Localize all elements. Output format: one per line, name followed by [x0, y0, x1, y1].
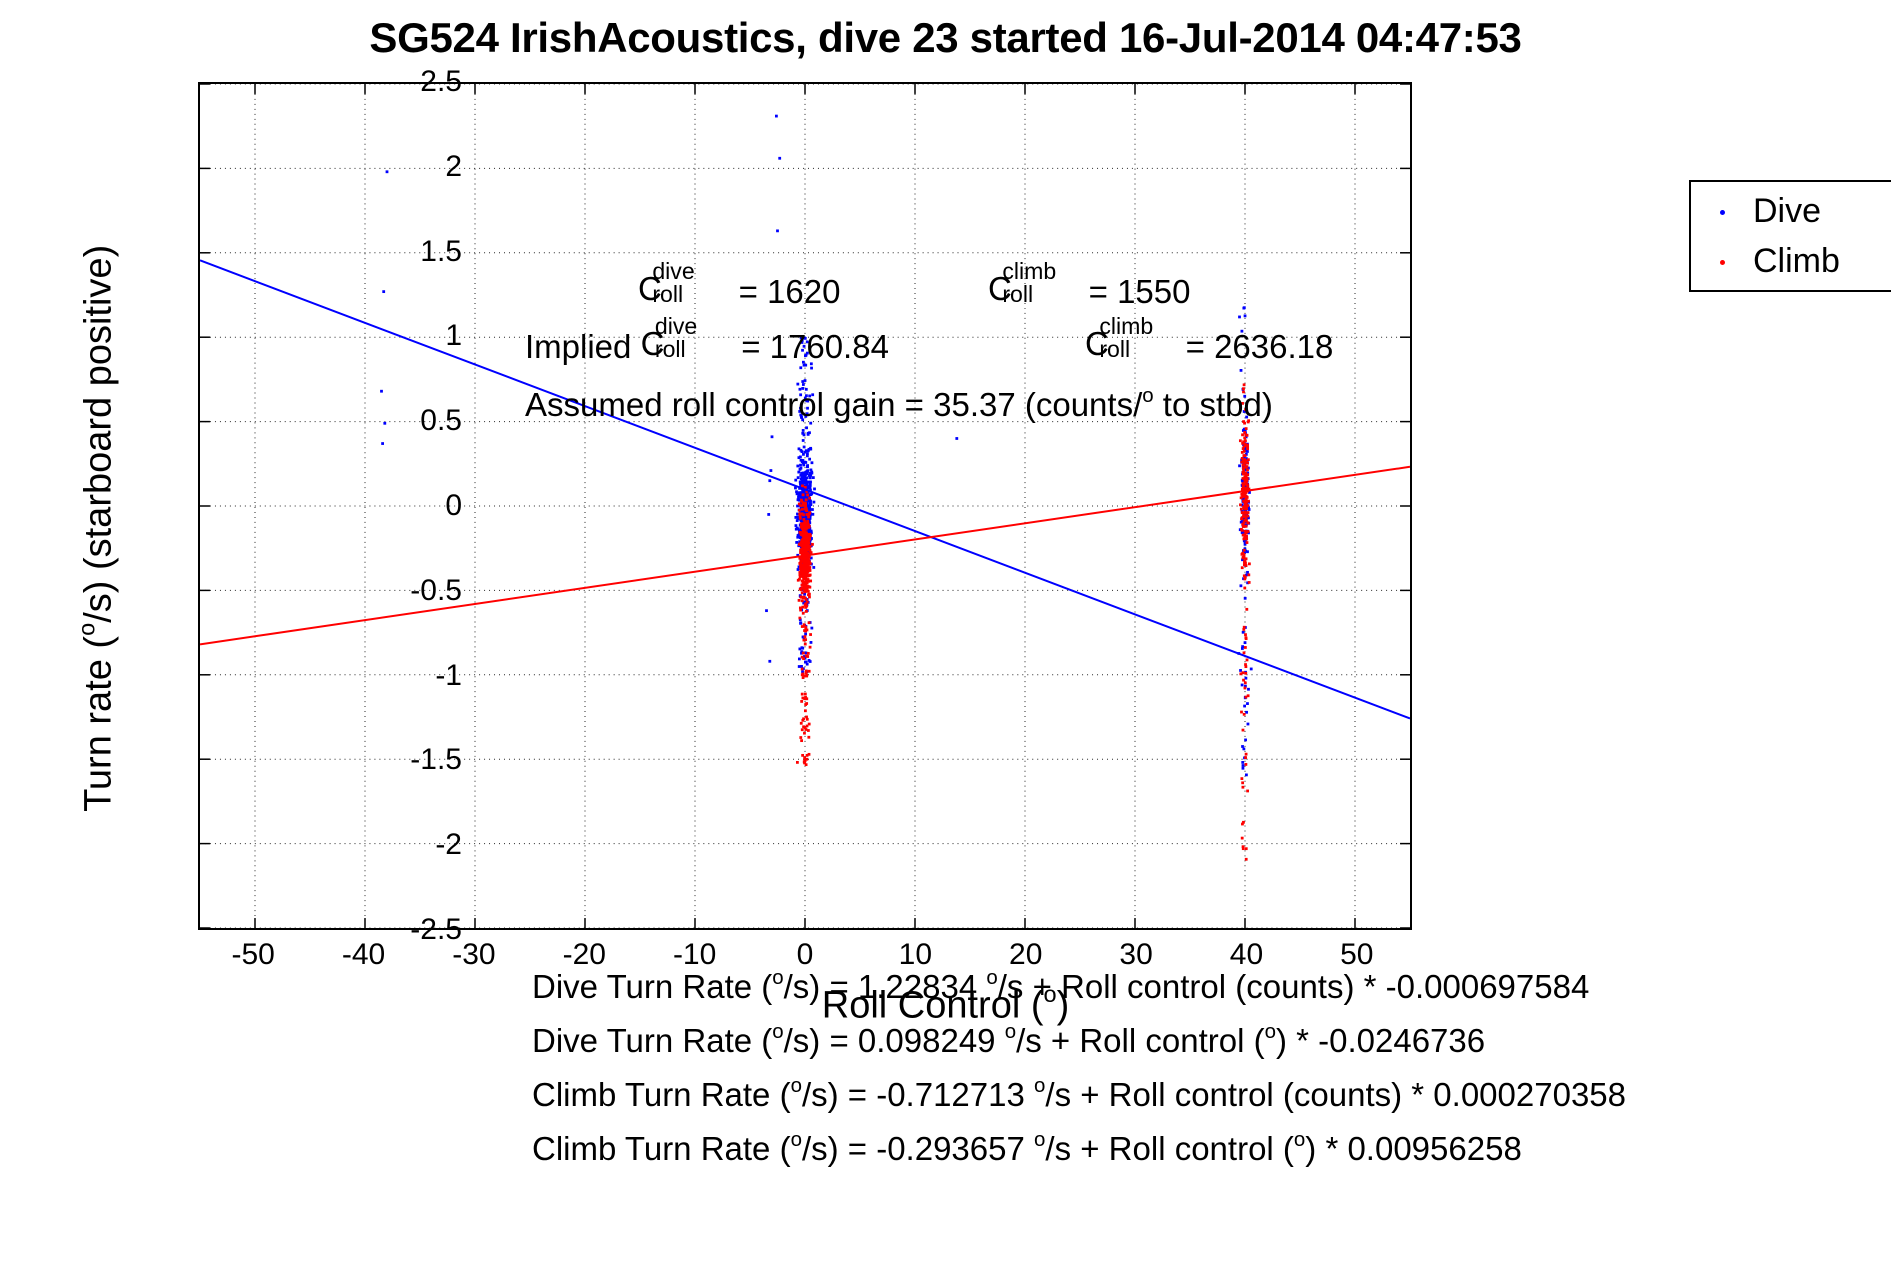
- c-climb-superscript: climb: [1002, 258, 1057, 284]
- eq-post: /s + Roll control (counts) * -0.00069758…: [997, 968, 1590, 1005]
- eq-mid: /s) = 0.098249: [783, 1022, 1005, 1059]
- equation-dive-degrees: Dive Turn Rate (o/s) = 0.098249 o/s + Ro…: [532, 1020, 1486, 1060]
- xlabel-tail: ): [1056, 984, 1070, 1027]
- degree-symbol: o: [73, 622, 100, 636]
- c-dive-superscript: dive: [654, 313, 698, 339]
- c-roll-subscript: roll: [652, 280, 684, 307]
- legend-item-dive: Dive: [1691, 186, 1891, 236]
- implied-prefix: Implied: [525, 328, 641, 365]
- legend-item-climb: Climb: [1691, 236, 1891, 286]
- equation-climb-degrees: Climb Turn Rate (o/s) = -0.293657 o/s + …: [532, 1128, 1522, 1168]
- legend-marker-climb: [1691, 252, 1753, 270]
- annotation-roll-gain: Assumed roll control gain = 35.37 (count…: [525, 384, 1273, 424]
- eq-pre: Climb Turn Rate (: [532, 1130, 791, 1167]
- degree-symbol: o: [772, 966, 784, 990]
- xlabel-text: Roll Control (: [821, 984, 1044, 1027]
- degree-symbol: o: [1034, 1128, 1046, 1152]
- grid-lines: [200, 84, 1410, 928]
- y-tick-label: -2: [435, 828, 462, 862]
- implied-dive-value: = 1760.84: [741, 328, 889, 365]
- eq-pre: Dive Turn Rate (: [532, 1022, 773, 1059]
- degree-symbol: o: [1293, 1128, 1306, 1152]
- equation-dive-counts: Dive Turn Rate (o/s) = 1.22834 o/s + Rol…: [532, 966, 1590, 1006]
- y-tick-label: 2: [445, 149, 462, 183]
- y-axis-label: Turn rate (o/s) (starboard positive): [73, 168, 121, 888]
- x-tick-label: 10: [898, 938, 933, 971]
- eq-tail: ) * -0.0246736: [1275, 1022, 1486, 1059]
- y-tick-label: -2.5: [410, 913, 462, 946]
- gain-text-pre: Assumed roll control gain = 35.37 (count…: [525, 386, 1143, 423]
- degree-symbol: o: [790, 1128, 802, 1152]
- x-tick-label: 20: [1009, 938, 1043, 971]
- c-roll-subscript: roll: [1002, 280, 1034, 307]
- eq-mid: /s) = 1.22834: [783, 968, 987, 1005]
- y-tick-label: 1: [445, 319, 462, 353]
- degree-symbol: o: [1034, 1074, 1046, 1098]
- eq-tail: ) * 0.00956258: [1305, 1130, 1522, 1167]
- eq-post: /s + Roll control (counts) * 0.000270358: [1045, 1076, 1626, 1113]
- y-tick-label: -1.5: [410, 743, 462, 777]
- degree-symbol: o: [1004, 1020, 1017, 1044]
- c-climb-value: = 1550: [1088, 273, 1191, 310]
- eq-pre: Dive Turn Rate (: [532, 968, 773, 1005]
- y-tick-label: 2.5: [420, 65, 462, 98]
- y-tick-label: -0.5: [410, 573, 462, 607]
- page-title: SG524 IrishAcoustics, dive 23 started 16…: [369, 14, 1522, 61]
- c-roll-subscript: roll: [654, 335, 686, 362]
- legend-label-climb: Climb: [1753, 241, 1840, 280]
- y-tick-label: 0: [445, 489, 462, 522]
- x-tick-label: 40: [1229, 938, 1264, 971]
- y-tick-label: 1.5: [420, 234, 462, 268]
- fit-lines: [200, 259, 1410, 720]
- chart-legend: Dive Climb: [1689, 180, 1891, 292]
- c-dive-value: = 1620: [738, 273, 841, 310]
- x-tick-label: -50: [231, 938, 275, 971]
- degree-symbol: o: [790, 1074, 802, 1098]
- ylabel-post: /s) (starboard positive): [77, 244, 120, 623]
- y-tick-label: 0.5: [420, 404, 462, 438]
- c-dive-superscript: dive: [652, 258, 695, 284]
- eq-mid: /s) = -0.293657: [801, 1130, 1035, 1167]
- ylabel-pre: Turn rate (: [77, 635, 120, 812]
- implied-climb-value: = 2636.18: [1185, 328, 1334, 365]
- gain-text-post: to stbd): [1153, 386, 1273, 423]
- degree-symbol: o: [1043, 981, 1057, 1008]
- degree-symbol: o: [1142, 384, 1154, 408]
- eq-pre: Climb Turn Rate (: [532, 1076, 791, 1113]
- x-tick-label: -20: [562, 938, 606, 971]
- c-climb-superscript: climb: [1099, 313, 1154, 339]
- degree-symbol: o: [986, 966, 998, 990]
- x-tick-label: 0: [796, 938, 814, 971]
- x-tick-label: -10: [672, 938, 717, 971]
- degree-symbol: o: [1264, 1020, 1276, 1044]
- eq-post: /s + Roll control (: [1016, 1022, 1265, 1059]
- c-roll-subscript: roll: [1099, 335, 1131, 362]
- y-tick-label: -1: [435, 658, 462, 692]
- scatter-points: [380, 114, 1253, 861]
- x-tick-label: -30: [452, 938, 496, 971]
- legend-marker-dive: [1691, 202, 1753, 220]
- x-tick-label: 30: [1119, 938, 1153, 971]
- x-tick-label: 50: [1340, 938, 1374, 971]
- x-axis-label: Roll Control (o): [0, 981, 1891, 1028]
- equation-climb-counts: Climb Turn Rate (o/s) = -0.712713 o/s + …: [532, 1074, 1626, 1114]
- eq-mid: /s) = -0.712713: [801, 1076, 1035, 1113]
- eq-post: /s + Roll control (: [1045, 1130, 1294, 1167]
- legend-label-dive: Dive: [1753, 191, 1822, 230]
- x-tick-label: -40: [341, 938, 386, 971]
- degree-symbol: o: [772, 1020, 784, 1044]
